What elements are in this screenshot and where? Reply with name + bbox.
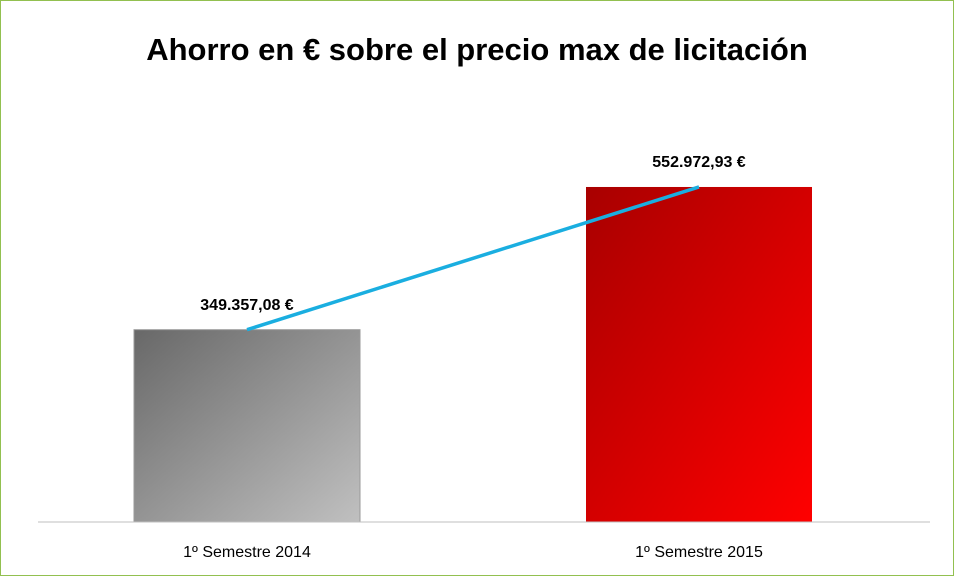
x-tick-label: 1º Semestre 2014 xyxy=(183,544,311,561)
x-tick-label: 1º Semestre 2015 xyxy=(635,544,763,561)
data-label: 552.972,93 € xyxy=(652,154,746,171)
bar xyxy=(133,329,361,523)
chart-title: Ahorro en € sobre el precio max de licit… xyxy=(146,32,808,67)
bar xyxy=(586,186,812,522)
data-label: 349.357,08 € xyxy=(200,297,294,314)
trend-line xyxy=(246,185,700,332)
